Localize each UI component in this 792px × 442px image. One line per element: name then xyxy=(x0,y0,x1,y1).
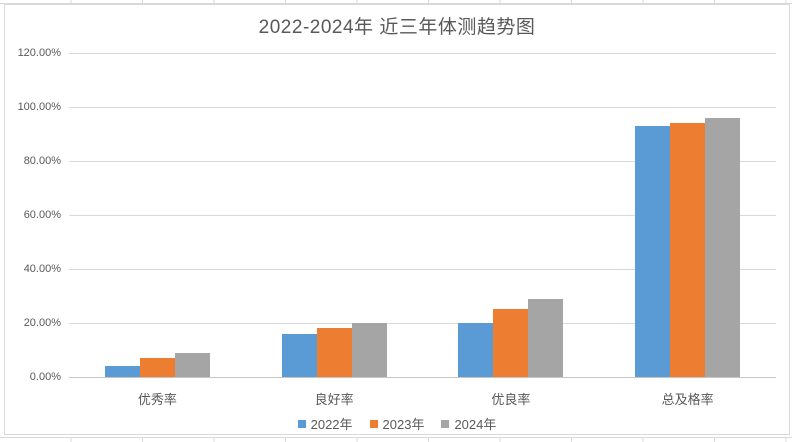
chart-title: 2022-2024年 近三年体测趋势图 xyxy=(258,17,536,38)
bar-2023年-总及格率[interactable] xyxy=(670,123,706,377)
bar-2024年-优良率[interactable] xyxy=(528,299,564,377)
bar-2024年-优秀率[interactable] xyxy=(174,353,210,377)
bar-2024年-良好率[interactable] xyxy=(351,323,387,377)
gridline xyxy=(69,323,776,324)
bar-2023年-良好率[interactable] xyxy=(316,328,352,377)
legend-item-2024年[interactable]: 2024年 xyxy=(441,414,496,433)
bar-2023年-优秀率[interactable] xyxy=(139,358,175,377)
y-axis-tick-label: 20.00% xyxy=(23,317,61,329)
bar-2024年-总及格率[interactable] xyxy=(705,118,741,377)
y-axis-tick-label: 60.00% xyxy=(23,209,61,221)
bar-2022年-总及格率[interactable] xyxy=(635,126,671,377)
gridline xyxy=(69,161,776,162)
y-axis-tick-label: 100.00% xyxy=(17,101,61,113)
spreadsheet-gridlines-bottom xyxy=(0,437,792,442)
gridline xyxy=(69,107,776,108)
gridline xyxy=(69,215,776,216)
legend-item-2022年[interactable]: 2022年 xyxy=(297,414,353,433)
gridline xyxy=(69,269,776,270)
bar-2023年-优良率[interactable] xyxy=(493,309,529,377)
chart-area[interactable]: 2022-2024年 近三年体测趋势图 2022年 2023年 2024年 0.00… xyxy=(4,4,790,435)
legend-item-2023年[interactable]: 2023年 xyxy=(369,414,425,433)
x-axis-category-label: 良好率 xyxy=(314,392,354,407)
x-axis-category-label: 优良率 xyxy=(491,392,531,407)
x-axis-line xyxy=(69,377,776,378)
legend-swatch-icon xyxy=(297,419,306,428)
legend-swatch-icon xyxy=(369,419,378,428)
legend-label: 2022年 xyxy=(310,417,353,432)
bar-2022年-优良率[interactable] xyxy=(458,323,494,377)
legend-label: 2023年 xyxy=(382,417,425,432)
chart-legend: 2022年 2023年 2024年 xyxy=(5,414,789,433)
y-axis-tick-label: 0.00% xyxy=(29,371,61,383)
y-axis-tick-label: 80.00% xyxy=(23,155,61,167)
y-axis-tick-label: 40.00% xyxy=(23,263,61,275)
bar-2022年-优秀率[interactable] xyxy=(104,366,140,377)
bar-2022年-良好率[interactable] xyxy=(281,334,317,377)
legend-label: 2024年 xyxy=(454,417,497,432)
x-axis-category-label: 总及格率 xyxy=(661,392,714,407)
x-axis-category-label: 优秀率 xyxy=(137,392,177,407)
y-axis-tick-label: 120.00% xyxy=(17,47,61,59)
spreadsheet-gridlines-top xyxy=(0,0,792,4)
legend-swatch-icon xyxy=(441,419,450,428)
gridline xyxy=(69,53,776,54)
